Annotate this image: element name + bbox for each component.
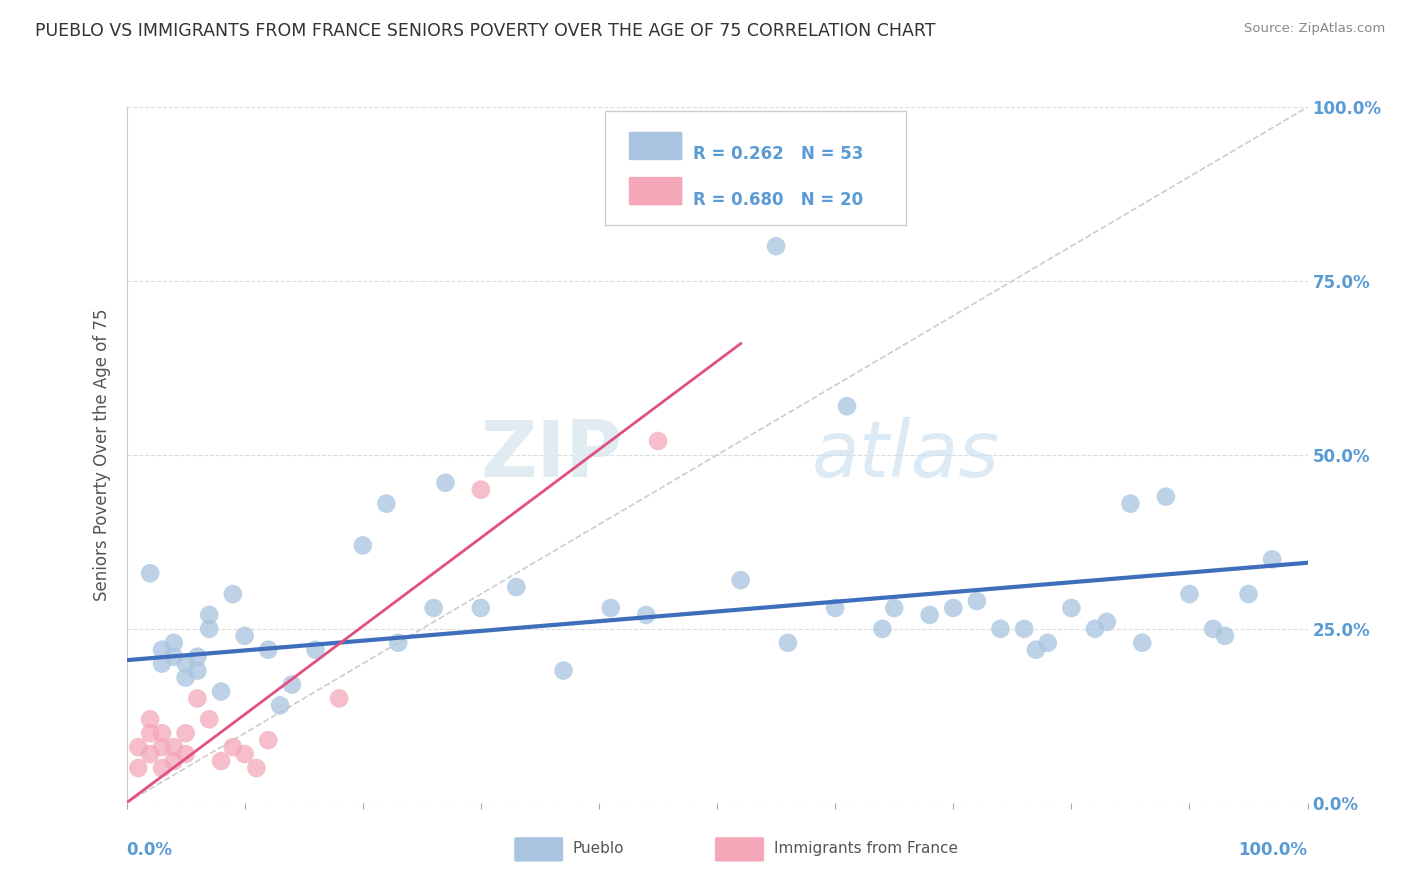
Point [352, 538, 374, 552]
Point [1213, 629, 1236, 643]
Point [233, 629, 256, 643]
Point [209, 684, 232, 698]
Point [1084, 622, 1107, 636]
Point [245, 761, 267, 775]
Point [434, 475, 457, 490]
Point [127, 761, 149, 775]
Point [470, 483, 492, 497]
Point [150, 761, 173, 775]
Point [233, 747, 256, 761]
FancyBboxPatch shape [515, 837, 564, 862]
Point [375, 497, 398, 511]
Point [139, 726, 162, 740]
Point [281, 677, 304, 691]
Point [222, 740, 245, 755]
Point [942, 601, 965, 615]
Point [706, 128, 728, 142]
Point [883, 601, 905, 615]
Point [990, 622, 1012, 636]
Point [918, 607, 941, 622]
Point [174, 657, 197, 671]
Point [163, 649, 186, 664]
Point [966, 594, 988, 608]
Point [174, 747, 197, 761]
FancyBboxPatch shape [628, 177, 683, 206]
Point [174, 726, 197, 740]
Point [150, 740, 173, 755]
Point [269, 698, 291, 713]
Point [765, 239, 787, 253]
Point [1130, 636, 1153, 650]
Point [1202, 622, 1225, 636]
Point [1261, 552, 1284, 566]
Point [163, 740, 186, 755]
Point [198, 622, 221, 636]
Text: PUEBLO VS IMMIGRANTS FROM FRANCE SENIORS POVERTY OVER THE AGE OF 75 CORRELATION : PUEBLO VS IMMIGRANTS FROM FRANCE SENIORS… [35, 22, 935, 40]
Point [599, 601, 621, 615]
Point [824, 601, 846, 615]
Text: Immigrants from France: Immigrants from France [773, 840, 957, 855]
Point [553, 664, 575, 678]
Point [1095, 615, 1118, 629]
Point [198, 607, 221, 622]
Point [470, 601, 492, 615]
Point [1154, 490, 1177, 504]
Point [150, 657, 173, 671]
Text: ZIP: ZIP [481, 417, 623, 493]
Point [209, 754, 232, 768]
Point [139, 712, 162, 726]
Point [163, 636, 186, 650]
Point [1025, 642, 1047, 657]
Point [1237, 587, 1260, 601]
Point [1119, 497, 1142, 511]
Point [186, 649, 208, 664]
FancyBboxPatch shape [714, 837, 765, 862]
Y-axis label: Seniors Poverty Over the Age of 75: Seniors Poverty Over the Age of 75 [93, 309, 111, 601]
Text: atlas: atlas [811, 417, 1000, 493]
Point [186, 691, 208, 706]
Point [222, 587, 245, 601]
Point [1012, 622, 1035, 636]
Point [304, 642, 326, 657]
Point [139, 747, 162, 761]
FancyBboxPatch shape [605, 111, 905, 226]
Point [1036, 636, 1059, 650]
Point [127, 740, 149, 755]
Point [387, 636, 409, 650]
Point [150, 726, 173, 740]
Point [328, 691, 350, 706]
Point [257, 642, 280, 657]
Text: Source: ZipAtlas.com: Source: ZipAtlas.com [1244, 22, 1385, 36]
Text: Pueblo: Pueblo [574, 840, 624, 855]
Point [150, 642, 173, 657]
Point [198, 712, 221, 726]
Point [872, 622, 894, 636]
Point [835, 399, 858, 413]
Point [647, 434, 669, 448]
Text: 0.0%: 0.0% [127, 841, 173, 859]
Point [174, 671, 197, 685]
Point [186, 664, 208, 678]
Point [1060, 601, 1083, 615]
Text: 100.0%: 100.0% [1239, 841, 1308, 859]
Point [139, 566, 162, 581]
Point [505, 580, 527, 594]
Text: R = 0.680   N = 20: R = 0.680 N = 20 [693, 191, 863, 209]
FancyBboxPatch shape [628, 131, 683, 161]
Point [1178, 587, 1201, 601]
Point [257, 733, 280, 747]
Point [422, 601, 444, 615]
Text: R = 0.262   N = 53: R = 0.262 N = 53 [693, 145, 863, 163]
Point [636, 607, 658, 622]
Point [163, 754, 186, 768]
Point [730, 573, 752, 587]
Point [776, 636, 799, 650]
